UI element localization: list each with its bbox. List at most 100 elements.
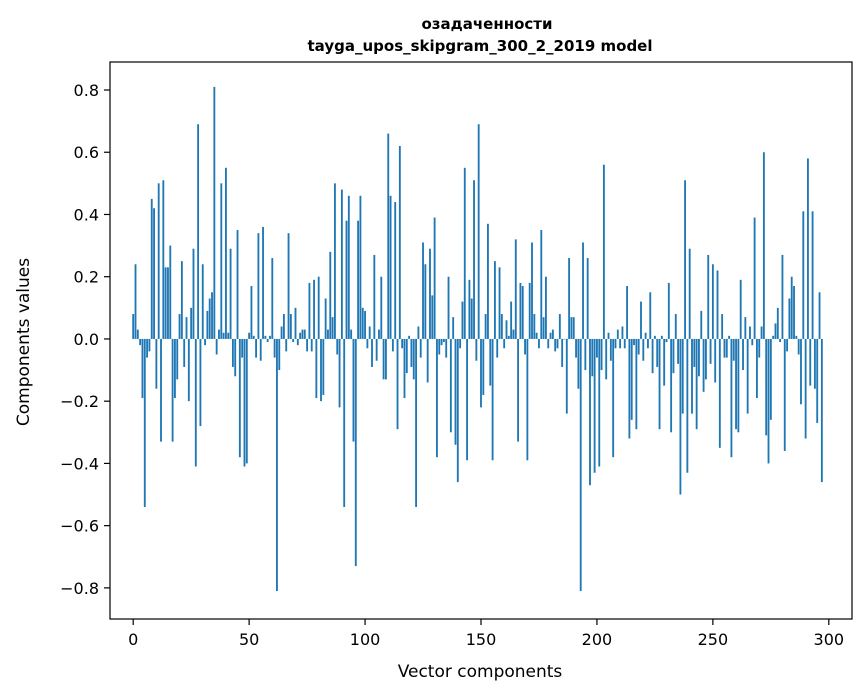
bar-160: [503, 338, 506, 349]
bar-73: [301, 329, 304, 339]
bar-80: [317, 276, 320, 339]
bar-79: [315, 338, 318, 399]
bar-270: [758, 338, 761, 358]
bar-170: [526, 338, 529, 461]
bar-60: [271, 258, 274, 339]
bar-234: [674, 314, 677, 339]
bar-214: [628, 338, 631, 439]
bar-114: [396, 338, 399, 430]
bar-285: [793, 286, 795, 339]
bar-175: [538, 338, 540, 349]
bars-group: [132, 86, 823, 591]
bar-244: [698, 338, 700, 377]
bar-92: [345, 220, 348, 339]
bar-29: [199, 338, 202, 427]
bar-62: [276, 338, 278, 591]
bar-135: [445, 338, 448, 358]
bar-2: [136, 329, 139, 339]
bar-117: [403, 338, 406, 399]
bar-13: [162, 180, 165, 339]
chart-title: озадаченности: [422, 15, 553, 33]
bar-168: [521, 286, 524, 339]
bar-248: [707, 254, 710, 339]
bar-264: [744, 317, 747, 339]
bar-199: [593, 338, 596, 473]
bar-213: [626, 286, 628, 339]
bar-153: [487, 223, 489, 339]
bar-291: [807, 158, 809, 339]
bar-77: [310, 338, 313, 352]
bar-192: [577, 338, 580, 389]
bar-216: [633, 338, 635, 346]
y-tick-label: 0.0: [74, 330, 99, 349]
bar-237: [681, 338, 684, 414]
bar-198: [591, 338, 594, 377]
bar-211: [621, 326, 624, 339]
x-axis-label: Vector components: [398, 662, 563, 682]
bar-147: [473, 180, 475, 339]
bar-139: [454, 338, 457, 445]
bar-255: [723, 338, 726, 358]
bar-14: [164, 267, 167, 339]
bar-206: [609, 338, 612, 361]
bar-84: [327, 329, 329, 339]
bar-251: [714, 338, 717, 383]
bar-11: [157, 183, 160, 339]
bar-201: [598, 338, 601, 467]
bar-88: [336, 338, 339, 355]
bar-20: [178, 314, 181, 339]
x-tick-label: 50: [239, 630, 259, 649]
bar-250: [711, 264, 714, 339]
bar-235: [677, 338, 680, 364]
bar-72: [299, 332, 302, 339]
bar-223: [649, 292, 652, 339]
bar-68: [289, 314, 292, 339]
bar-172: [531, 242, 533, 339]
bar-164: [512, 329, 515, 339]
bar-230: [665, 338, 668, 343]
bar-257: [728, 335, 731, 339]
bar-278: [776, 307, 779, 339]
bar-129: [431, 295, 434, 339]
bar-163: [510, 301, 513, 339]
bar-16: [169, 245, 172, 339]
bar-231: [667, 282, 670, 339]
bar-288: [800, 338, 802, 405]
bar-190: [572, 317, 575, 339]
bar-130: [433, 217, 436, 339]
bar-191: [575, 338, 577, 358]
bar-119: [408, 335, 411, 339]
bar-115: [398, 146, 401, 339]
bar-86: [331, 317, 334, 339]
bar-28: [197, 124, 200, 339]
bar-104: [373, 254, 376, 339]
bar-283: [788, 298, 791, 339]
bar-47: [241, 338, 244, 358]
bar-171: [528, 282, 531, 339]
bar-174: [535, 332, 538, 339]
bar-155: [491, 338, 494, 461]
bar-224: [651, 338, 654, 374]
bar-274: [767, 338, 770, 464]
bar-178: [545, 276, 547, 339]
bar-93: [347, 195, 350, 339]
bar-44: [234, 338, 237, 377]
bar-173: [533, 314, 536, 339]
bar-32: [206, 310, 209, 339]
bar-272: [762, 152, 765, 339]
bar-177: [542, 317, 545, 339]
bar-242: [693, 338, 696, 367]
bar-145: [468, 279, 471, 339]
bar-210: [619, 338, 622, 349]
bar-108: [382, 338, 385, 380]
bar-218: [637, 338, 640, 355]
y-tick-label: 0.4: [74, 205, 99, 224]
bar-18: [174, 338, 176, 399]
bar-260: [735, 338, 737, 430]
bar-31: [204, 338, 206, 346]
bar-42: [229, 248, 232, 339]
bar-69: [292, 338, 295, 343]
axes-group: 0 50 100 150 200 250 300 −0.8 −0.6 −0.4 −0.2 0.0 0.2…: [60, 61, 853, 649]
bar-12: [160, 338, 162, 442]
bar-75: [306, 338, 309, 352]
